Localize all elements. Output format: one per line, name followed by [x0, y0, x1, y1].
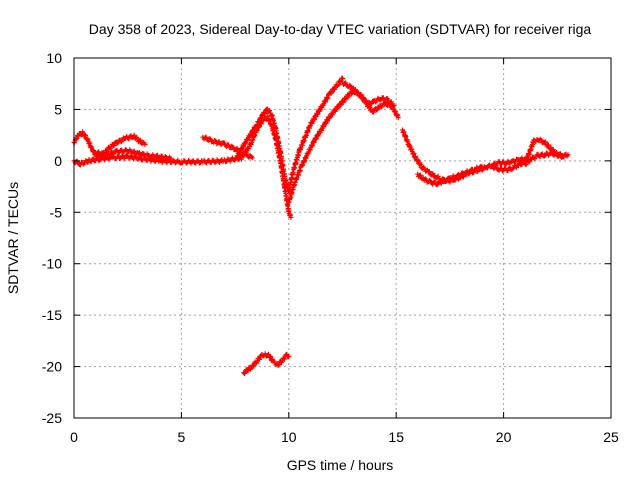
series-marks [93, 147, 174, 163]
series-sat-track-k [522, 150, 571, 168]
series-marks [241, 351, 292, 376]
series-sat-track-f [286, 87, 401, 205]
x-tick-label: 15 [388, 429, 404, 445]
y-tick-label: -20 [42, 359, 62, 375]
y-tick-label: -10 [42, 256, 62, 272]
series-sat-track-b [71, 113, 294, 220]
y-tick-label: -15 [42, 307, 62, 323]
x-tick-label: 25 [603, 429, 619, 445]
data-points [71, 75, 571, 376]
series-sat-track-i [415, 163, 485, 188]
y-tick-label: -5 [50, 204, 63, 220]
x-axis-label: GPS time / hours [287, 457, 394, 473]
axis-ticks: 0 5 10 15 20 25 10 5 0 -5 -10 -15 -20 -25 [42, 50, 619, 445]
series-sat-track-l [241, 351, 292, 376]
series-marks [522, 150, 571, 168]
y-tick-label: 10 [46, 50, 62, 66]
x-tick-label: 5 [178, 429, 186, 445]
y-tick-label: 5 [54, 101, 62, 117]
series-marks [340, 80, 397, 109]
plot-frame [73, 57, 612, 419]
series-sat-track-c [93, 147, 174, 163]
x-tick-label: 20 [496, 429, 512, 445]
chart-title: Day 358 of 2023, Sidereal Day-to-day VTE… [89, 21, 592, 37]
series-marks [234, 75, 345, 195]
grid-lines [74, 58, 611, 418]
y-axis-label: SDTVAR / TECUs [5, 182, 21, 294]
series-sat-track-e [234, 75, 345, 195]
series-marks [286, 87, 401, 205]
x-tick-label: 10 [281, 429, 297, 445]
series-sat-track-g [340, 80, 397, 109]
y-tick-label: 0 [54, 153, 62, 169]
series-marks [71, 113, 294, 220]
y-tick-label: -25 [42, 410, 62, 426]
series-marks [415, 163, 485, 188]
x-tick-label: 0 [70, 429, 78, 445]
